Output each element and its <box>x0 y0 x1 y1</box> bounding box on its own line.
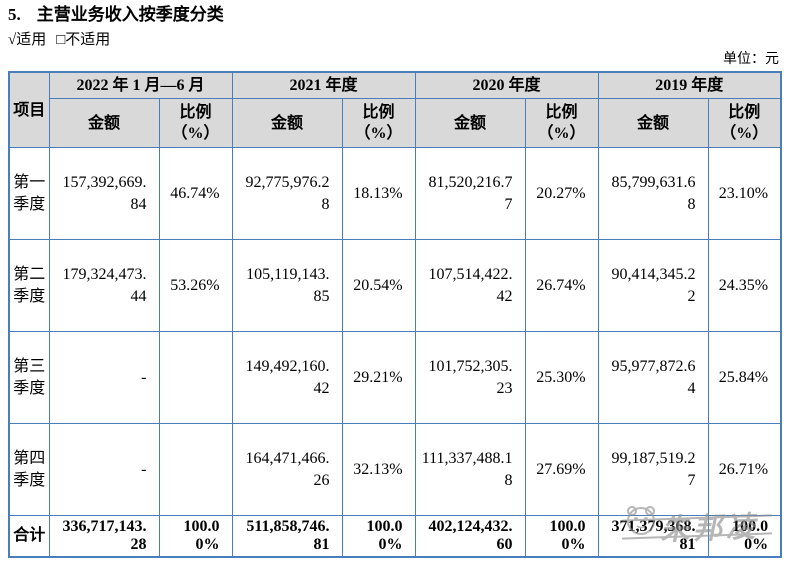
table-row-total: 合计 336,717,143.28 100.00% 511,858,746.81… <box>8 515 782 558</box>
amount-cell: 90,414,345.22 <box>597 239 709 332</box>
table-row-q2: 第二季度 179,324,473.44 53.26% 105,119,143.8… <box>8 239 782 332</box>
amount-cell: 95,977,872.64 <box>597 331 709 424</box>
total-ratio-cell: 100.00% <box>524 515 599 558</box>
ratio-cell: 26.74% <box>524 239 599 332</box>
ratio-subheader: 比例 （%） <box>341 98 416 148</box>
amount-cell: 157,392,669.84 <box>48 147 160 240</box>
ratio-cell: 32.13% <box>341 423 416 516</box>
ratio-cell: 53.26% <box>158 239 233 332</box>
amount-subheader: 金额 <box>48 98 160 148</box>
amount-cell: 111,337,488.18 <box>414 423 526 516</box>
ratio-cell: 27.69% <box>524 423 599 516</box>
amount-cell: 101,752,305.23 <box>414 331 526 424</box>
total-ratio-cell: 100.00% <box>341 515 416 558</box>
amount-cell: 107,514,422.42 <box>414 239 526 332</box>
amount-cell: 81,520,216.77 <box>414 147 526 240</box>
quarterly-revenue-table: 项目 2022 年 1 月—6 月 2021 年度 2020 年度 2019 年… <box>8 71 783 558</box>
amount-cell: 85,799,631.68 <box>597 147 709 240</box>
table-row-q1: 第一季度 157,392,669.84 46.74% 92,775,976.28… <box>8 147 782 240</box>
ratio-cell: 25.30% <box>524 331 599 424</box>
amount-cell: 92,775,976.28 <box>231 147 343 240</box>
amount-cell: 164,471,466.26 <box>231 423 343 516</box>
amount-cell: 179,324,473.44 <box>48 239 160 332</box>
period-header-2021: 2021 年度 <box>231 71 416 99</box>
section-title-text: 主营业务收入按季度分类 <box>36 5 224 24</box>
row-label-total: 合计 <box>8 515 50 558</box>
ratio-subheader: 比例 （%） <box>158 98 233 148</box>
row-label-q2: 第二季度 <box>8 239 50 332</box>
ratio-cell: 18.13% <box>341 147 416 240</box>
ratio-cell: 24.35% <box>707 239 782 332</box>
header-sub-row: 金额 比例 （%） 金额 比例 （%） 金额 比例 （%） 金额 比例 （%） <box>9 98 782 148</box>
amount-cell: 105,119,143.85 <box>231 239 343 332</box>
ratio-cell <box>158 423 233 516</box>
ratio-cell: 29.21% <box>341 331 416 424</box>
period-header-2022h1: 2022 年 1 月—6 月 <box>48 71 233 99</box>
total-ratio-cell: 100.00% <box>158 515 233 558</box>
period-header-2019: 2019 年度 <box>597 71 782 99</box>
row-label-q4: 第四季度 <box>8 423 50 516</box>
ratio-cell: 23.10% <box>707 147 782 240</box>
header-group-row: 项目 2022 年 1 月—6 月 2021 年度 2020 年度 2019 年… <box>8 71 782 148</box>
table-row-q4: 第四季度 - 164,471,466.26 32.13% 111,337,488… <box>8 423 782 516</box>
ratio-cell: 26.71% <box>707 423 782 516</box>
total-amount-cell: 336,717,143.28 <box>48 515 160 558</box>
applicable-unchecked-option: □不适用 <box>56 32 111 48</box>
item-column-header: 项目 <box>8 71 50 148</box>
applicable-checked-option: √适用 <box>8 32 47 48</box>
table-row-q3: 第三季度 - 149,492,160.42 29.21% 101,752,305… <box>8 331 782 424</box>
section-title: 5. 主营业务收入按季度分类 <box>8 4 781 26</box>
amount-subheader: 金额 <box>231 98 343 148</box>
ratio-cell <box>158 331 233 424</box>
total-ratio-cell: 100.00% <box>707 515 782 558</box>
amount-cell: 99,187,519.27 <box>597 423 709 516</box>
ratio-cell: 25.84% <box>707 331 782 424</box>
ratio-subheader: 比例 （%） <box>707 98 782 148</box>
amount-subheader: 金额 <box>414 98 526 148</box>
applicability-line: √适用 □不适用 <box>8 30 781 50</box>
amount-cell: 149,492,160.42 <box>231 331 343 424</box>
total-amount-cell: 371,379,368.81 <box>597 515 709 558</box>
ratio-cell: 20.27% <box>524 147 599 240</box>
row-label-q1: 第一季度 <box>8 147 50 240</box>
period-header-2020: 2020 年度 <box>414 71 599 99</box>
unit-label: 单位：元 <box>723 52 779 67</box>
ratio-cell: 20.54% <box>341 239 416 332</box>
ratio-subheader: 比例 （%） <box>524 98 599 148</box>
amount-cell: - <box>48 423 160 516</box>
total-amount-cell: 402,124,432.60 <box>414 515 526 558</box>
amount-cell: - <box>48 331 160 424</box>
ratio-cell: 46.74% <box>158 147 233 240</box>
section-number: 5. <box>8 5 21 24</box>
total-amount-cell: 511,858,746.81 <box>231 515 343 558</box>
amount-subheader: 金额 <box>597 98 709 148</box>
row-label-q3: 第三季度 <box>8 331 50 424</box>
